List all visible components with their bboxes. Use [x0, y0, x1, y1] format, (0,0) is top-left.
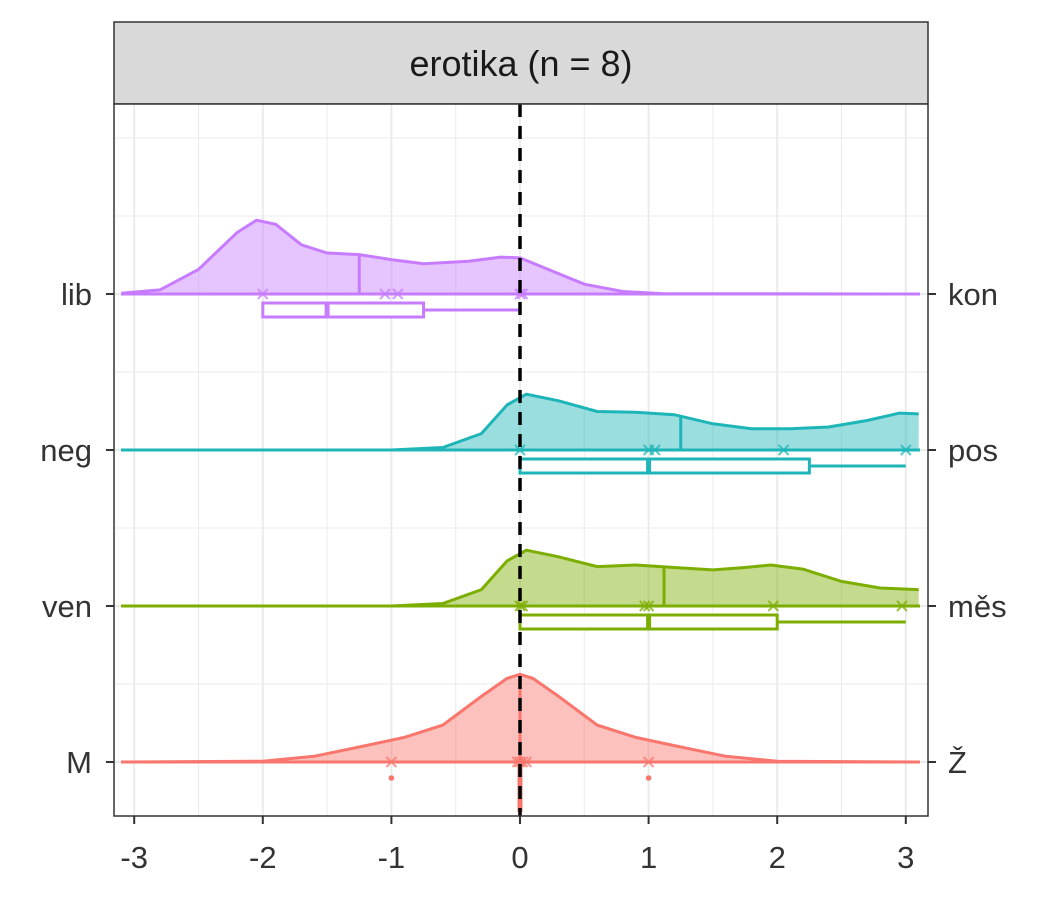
- point-stroke: [900, 444, 912, 456]
- point-ven: [767, 600, 780, 612]
- y-label-right: pos: [948, 433, 998, 468]
- y-axis-left: lib neg ven M: [40, 277, 114, 780]
- point-stroke: [514, 444, 526, 456]
- point-stroke: [392, 288, 404, 300]
- outlier-M: [645, 775, 652, 781]
- box-lib: [261, 301, 426, 319]
- point-ven: [896, 600, 908, 612]
- density-curve-lib: [121, 218, 919, 296]
- point-stroke: [520, 756, 533, 768]
- y-label-left: neg: [40, 433, 92, 468]
- point-stroke: [514, 600, 526, 612]
- density-area-lib: [121, 220, 919, 294]
- point-neg: [649, 444, 661, 456]
- x-tick-label: 3: [897, 840, 914, 875]
- ridge-row-lib: [121, 218, 920, 319]
- point-stroke: [257, 288, 269, 300]
- density-curve-ven: [121, 548, 919, 608]
- box-neg: [518, 457, 811, 475]
- point-stroke: [642, 756, 655, 768]
- x-tick-label: 1: [640, 840, 657, 875]
- point-stroke: [649, 444, 661, 456]
- point-ven: [516, 600, 529, 612]
- point-neg: [777, 444, 790, 456]
- point-stroke: [767, 600, 780, 612]
- point-lib: [514, 288, 526, 300]
- point-lib: [379, 288, 391, 300]
- x-tick-label: -1: [378, 840, 406, 875]
- point-stroke: [777, 444, 790, 456]
- x-axis: -3 -2 -1 0 1 2 3: [120, 816, 914, 875]
- point-M: [520, 756, 533, 768]
- point-stroke: [379, 288, 391, 300]
- y-label-right: měs: [948, 589, 1007, 624]
- point-neg: [514, 444, 526, 456]
- y-label-left: lib: [61, 277, 92, 312]
- density-curve-neg: [121, 392, 919, 452]
- y-label-right: kon: [948, 277, 998, 312]
- facet-strip-background: [113, 21, 929, 105]
- point-M: [642, 756, 655, 768]
- y-label-left: M: [66, 745, 92, 780]
- y-label-right: Ž: [948, 745, 967, 780]
- x-tick-label: 0: [511, 840, 528, 875]
- point-lib: [257, 288, 269, 300]
- ridge-row-M: [121, 672, 920, 812]
- facet-title: erotika (n = 8): [409, 43, 632, 84]
- point-stroke: [642, 600, 655, 612]
- outlier-M: [388, 775, 395, 781]
- point-stroke: [511, 756, 524, 768]
- point-stroke: [516, 288, 529, 300]
- point-lib: [392, 288, 404, 300]
- point-stroke: [516, 600, 529, 612]
- point-ven: [642, 600, 655, 612]
- x-tick-label: -2: [249, 840, 277, 875]
- point-stroke: [896, 600, 908, 612]
- point-stroke: [639, 600, 651, 612]
- y-label-left: ven: [42, 589, 92, 624]
- point-M: [385, 756, 398, 768]
- point-stroke: [385, 756, 398, 768]
- point-stroke: [514, 288, 526, 300]
- x-tick-label: 2: [769, 840, 786, 875]
- point-neg: [900, 444, 912, 456]
- facet-strip: erotika (n = 8): [113, 21, 929, 105]
- point-ven: [639, 600, 651, 612]
- x-tick-label: -3: [120, 840, 148, 875]
- point-ven: [514, 600, 526, 612]
- y-axis-right: kon pos měs Ž: [928, 277, 1007, 780]
